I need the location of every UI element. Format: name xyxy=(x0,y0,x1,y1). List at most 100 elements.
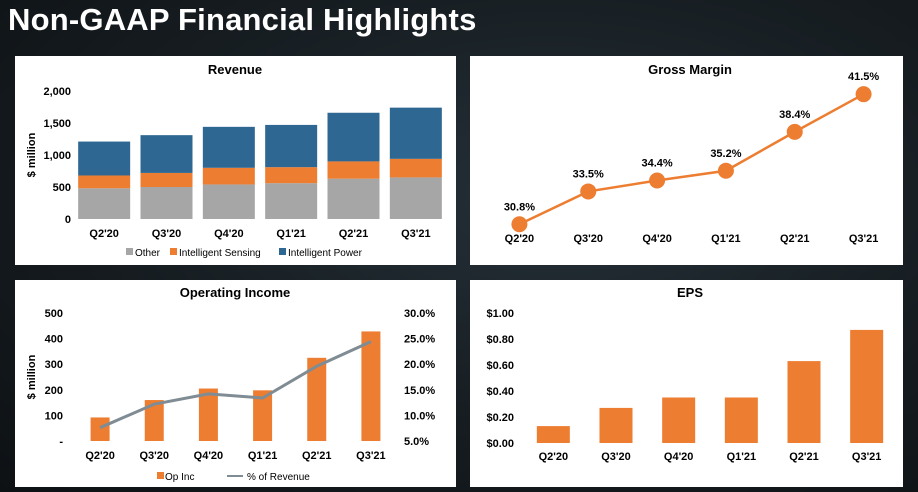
chart-title: Gross Margin xyxy=(648,62,732,77)
bar xyxy=(599,407,633,443)
legend-label: % of Revenue xyxy=(247,472,310,483)
operating-income-chart-panel: Operating Income $ million - 100 200 300 400 50… xyxy=(15,280,456,487)
bar-segment-power xyxy=(202,126,255,168)
line-series xyxy=(518,93,865,226)
legend-swatch xyxy=(157,472,164,479)
y-tick-label: $0.60 xyxy=(486,360,514,372)
x-tick-label: Q1'21 xyxy=(711,233,741,245)
y2-tick-label: 10.0% xyxy=(404,410,435,422)
data-label: 34.4% xyxy=(641,157,672,169)
page-title: Non-GAAP Financial Highlights xyxy=(8,2,477,37)
legend-swatch xyxy=(170,248,177,255)
bar-segment-sensing xyxy=(327,161,380,179)
revenue-chart: Revenue $ million 0 500 1,000 1,500 2,000 Q2'20… xyxy=(26,62,442,259)
data-point xyxy=(511,216,528,233)
x-tick-label: Q2'20 xyxy=(505,233,535,245)
y-tick-label: 500 xyxy=(45,308,63,320)
y-tick-label: $0.20 xyxy=(486,412,514,424)
data-label: 35.2% xyxy=(710,148,741,160)
revenue-chart-panel: Revenue $ million 0 500 1,000 1,500 2,000 Q2'20… xyxy=(15,56,456,265)
y-tick-label: 300 xyxy=(45,359,63,371)
data-point xyxy=(855,86,872,103)
bar-segment-other xyxy=(78,188,131,219)
line-series xyxy=(99,340,372,430)
y-tick-label: 0 xyxy=(65,214,71,226)
x-tick-label: Q3'20 xyxy=(573,233,603,245)
legend-label: Intelligent Power xyxy=(288,248,363,259)
bar-segment-other xyxy=(327,178,380,219)
y2-tick-label: 5.0% xyxy=(404,436,429,448)
bar-segment-other xyxy=(140,187,193,219)
bar xyxy=(90,417,110,441)
bar-segment-sensing xyxy=(140,172,193,187)
x-tick-label: Q4'20 xyxy=(214,228,244,240)
bar xyxy=(144,400,164,441)
bar xyxy=(850,329,884,443)
chart-title: EPS xyxy=(677,285,703,300)
chart-title: Revenue xyxy=(208,62,262,77)
y-axis-label: $ million xyxy=(26,132,38,177)
data-label: 30.8% xyxy=(504,201,535,213)
bar-segment-sensing xyxy=(265,167,318,184)
x-tick-label: Q3'21 xyxy=(401,228,431,240)
y-tick-label: $0.40 xyxy=(486,386,514,398)
bar-segment-power xyxy=(78,141,131,176)
legend-swatch xyxy=(126,248,133,255)
x-tick-label: Q2'20 xyxy=(85,450,115,462)
x-tick-label: Q1'21 xyxy=(727,451,757,463)
bar-segment-sensing xyxy=(389,158,442,178)
bar-segment-other xyxy=(202,184,255,219)
x-tick-label: Q3'21 xyxy=(852,451,882,463)
y-tick-label: 200 xyxy=(45,385,63,397)
y2-tick-label: 25.0% xyxy=(404,334,435,346)
data-point xyxy=(580,183,597,200)
y2-tick-label: 30.0% xyxy=(404,308,435,320)
bar-segment-power xyxy=(389,107,442,159)
gross-margin-chart: Gross Margin 30.8% Q2'20 33.5% Q3'20 34.4% Q4'… xyxy=(504,62,880,245)
y-tick-label: 1,500 xyxy=(43,118,71,130)
x-tick-label: Q3'21 xyxy=(356,450,386,462)
bar xyxy=(198,388,218,441)
bar-segment-other xyxy=(389,177,442,219)
data-point xyxy=(717,162,734,179)
y-tick-label: 400 xyxy=(45,334,63,346)
x-tick-label: Q3'20 xyxy=(601,451,631,463)
data-label: 41.5% xyxy=(848,71,879,83)
bar xyxy=(536,426,570,443)
bar xyxy=(253,390,273,441)
bar-segment-sensing xyxy=(202,167,255,185)
x-tick-label: Q2'21 xyxy=(339,228,369,240)
x-tick-label: Q4'20 xyxy=(194,450,224,462)
y-tick-label: $0.80 xyxy=(486,334,514,346)
operating-income-chart: Operating Income $ million - 100 200 300 400 50… xyxy=(26,285,435,483)
legend-label: Other xyxy=(135,248,161,259)
bar-segment-power xyxy=(140,135,193,173)
bar-segment-power xyxy=(327,112,380,162)
x-tick-label: Q4'20 xyxy=(664,451,694,463)
x-tick-label: Q2'20 xyxy=(89,228,119,240)
x-tick-label: Q2'21 xyxy=(789,451,819,463)
bar xyxy=(724,397,758,443)
y-axis-label: $ million xyxy=(26,354,38,399)
data-point xyxy=(786,123,803,140)
y-tick-label: 500 xyxy=(53,182,71,194)
gross-margin-chart-panel: Gross Margin 30.8% Q2'20 33.5% Q3'20 34.4% Q4'… xyxy=(470,56,903,265)
bar xyxy=(361,331,381,441)
y2-tick-label: 15.0% xyxy=(404,385,435,397)
legend-label: Op Inc xyxy=(165,472,194,483)
bar-segment-power xyxy=(265,124,318,168)
bar xyxy=(307,357,327,441)
eps-chart-panel: EPS $0.00 $0.20 $0.40 $0.60 $0.80 $1.00 Q2'20 Q3… xyxy=(470,280,903,487)
y-tick-label: 1,000 xyxy=(43,150,71,162)
eps-chart: EPS $0.00 $0.20 $0.40 $0.60 $0.80 $1.00 Q2'20 Q3… xyxy=(486,285,884,463)
y-tick-label: $1.00 xyxy=(486,308,514,320)
x-tick-label: Q4'20 xyxy=(642,233,672,245)
x-tick-label: Q2'21 xyxy=(302,450,332,462)
chart-title: Operating Income xyxy=(180,285,291,300)
y-tick-label: 100 xyxy=(45,410,63,422)
x-tick-label: Q1'21 xyxy=(248,450,278,462)
y-tick-label: - xyxy=(59,436,63,448)
legend-swatch xyxy=(279,248,286,255)
bar xyxy=(787,361,821,443)
data-point xyxy=(649,172,666,189)
